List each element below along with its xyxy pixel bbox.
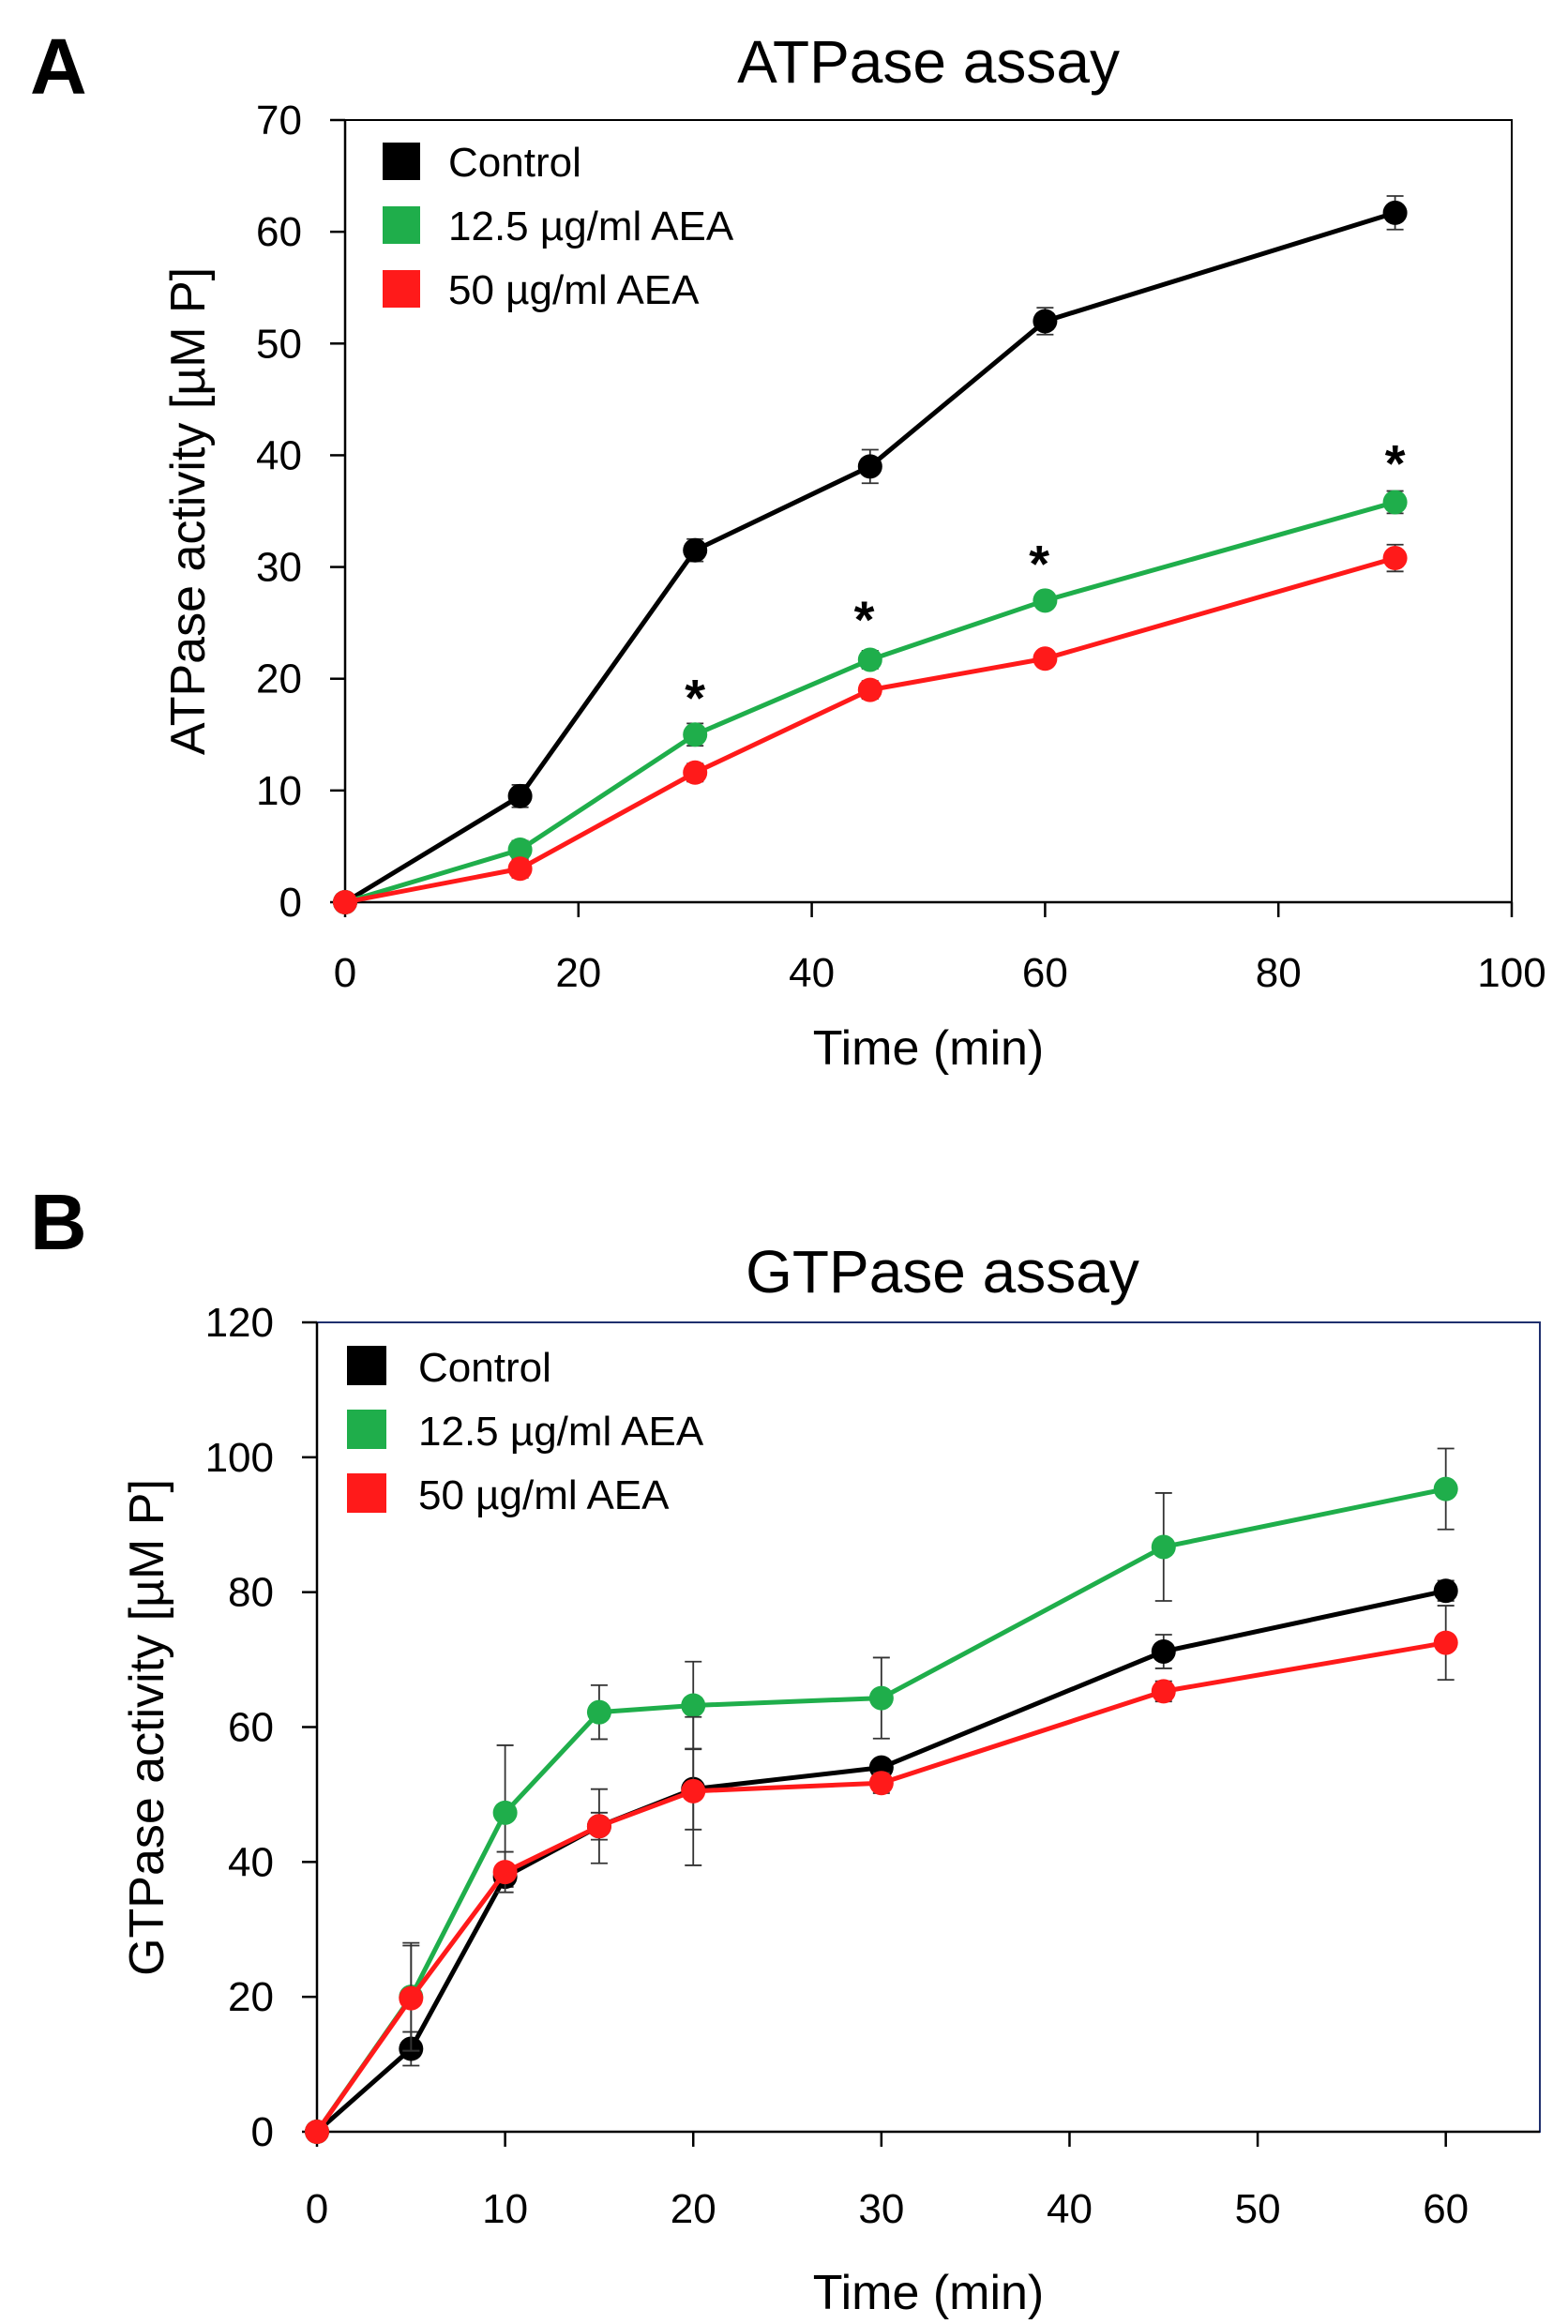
y-tick-label: 40 <box>256 432 302 478</box>
data-point <box>1151 1679 1176 1704</box>
data-point <box>305 2120 329 2144</box>
y-axis-label: GTPase activity [µM P] <box>120 1479 174 1976</box>
data-point <box>586 1699 611 1725</box>
data-point <box>1033 309 1058 334</box>
data-point <box>857 454 882 479</box>
legend-label: 12.5 µg/ml AEA <box>418 1409 704 1455</box>
legend-swatch <box>383 270 420 308</box>
data-point <box>399 1985 424 2011</box>
x-tick-label: 60 <box>1022 950 1068 996</box>
y-tick-label: 30 <box>256 545 302 591</box>
data-point <box>857 677 882 702</box>
series-line <box>344 500 1396 905</box>
x-tick-label: 40 <box>1047 2186 1093 2232</box>
y-tick-label: 60 <box>256 209 302 255</box>
data-point <box>1151 1638 1176 1664</box>
y-tick-label: 70 <box>256 98 302 143</box>
data-point <box>1433 1630 1458 1655</box>
y-tick-label: 80 <box>228 1570 274 1616</box>
series-2 <box>333 543 1408 914</box>
series-line <box>344 555 1396 905</box>
legend-label: 50 µg/ml AEA <box>418 1472 670 1518</box>
y-tick-label: 0 <box>251 2109 274 2155</box>
data-point <box>1382 490 1408 515</box>
significance-asterisk: * <box>685 669 705 728</box>
x-tick-label: 40 <box>789 950 835 996</box>
legend-swatch <box>383 206 420 244</box>
legend-swatch <box>347 1346 386 1385</box>
chart-title: ATPase assay <box>737 28 1120 96</box>
data-point <box>507 856 533 882</box>
y-tick-label: 60 <box>228 1705 274 1751</box>
y-tick-label: 50 <box>256 321 302 367</box>
legend: Control 12.5 µg/ml AEA 50 µg/ml AEA <box>383 140 734 313</box>
data-point <box>1033 588 1058 613</box>
legend-swatch <box>383 143 420 180</box>
legend-swatch <box>347 1410 386 1449</box>
data-point <box>586 1814 611 1839</box>
data-point <box>857 647 882 672</box>
data-point <box>1382 200 1408 225</box>
y-tick-label: 0 <box>279 880 302 926</box>
x-tick-label: 100 <box>1477 950 1545 996</box>
series-line <box>314 1486 1447 2134</box>
legend: Control 12.5 µg/ml AEA 50 µg/ml AEA <box>347 1345 704 1518</box>
legend-label: Control <box>448 140 581 186</box>
x-tick-label: 80 <box>1256 950 1302 996</box>
legend-swatch <box>347 1473 386 1513</box>
x-tick-label: 0 <box>306 2186 328 2232</box>
data-point <box>492 1860 518 1885</box>
x-tick-label: 60 <box>1423 2186 1469 2232</box>
data-point <box>868 1771 894 1796</box>
y-tick-label: 10 <box>256 768 302 814</box>
y-axis-label: ATPase activity [µM P] <box>161 267 216 755</box>
data-point <box>683 722 708 747</box>
x-axis-label: Time (min) <box>813 2266 1045 2320</box>
panel-label: A <box>30 23 87 111</box>
y-tick-label: 100 <box>205 1435 274 1481</box>
data-point <box>683 760 708 785</box>
y-tick-label: 120 <box>205 1300 274 1346</box>
series-line <box>314 1640 1447 2134</box>
significance-asterisk: * <box>1029 535 1049 594</box>
data-point <box>1382 546 1408 571</box>
data-point <box>681 1693 706 1718</box>
x-tick-label: 30 <box>858 2186 904 2232</box>
significance-asterisk: * <box>854 590 875 649</box>
chart-panel-b: B GTPase assay 0 20 40 60 80 100 120 0 10 20 30 40 50 6… <box>30 1178 1541 2320</box>
legend-label: 50 µg/ml AEA <box>448 267 700 313</box>
data-point <box>333 890 357 914</box>
data-point <box>868 1685 894 1711</box>
y-tick-label: 20 <box>256 656 302 702</box>
y-tick-label: 20 <box>228 1974 274 2020</box>
data-point <box>683 537 708 563</box>
data-point <box>681 1778 706 1803</box>
data-point <box>507 838 533 863</box>
significance-asterisk: * <box>1385 433 1406 492</box>
series-line <box>343 210 1396 905</box>
series-2 <box>305 1605 1458 2144</box>
chart-panel-a: A ATPase assay 0 10 20 30 40 50 60 70 0 20 40 60 80 100… <box>30 23 1546 1076</box>
data-point <box>492 1800 518 1825</box>
legend-label: 12.5 µg/ml AEA <box>448 204 734 249</box>
data-point <box>1151 1534 1176 1560</box>
x-tick-label: 20 <box>555 950 601 996</box>
data-point <box>507 783 533 808</box>
legend-label: Control <box>418 1345 551 1391</box>
data-point <box>1033 646 1058 672</box>
y-tick-label: 40 <box>228 1839 274 1885</box>
x-tick-label: 20 <box>671 2186 716 2232</box>
data-point <box>1433 1476 1458 1502</box>
x-tick-label: 10 <box>482 2186 528 2232</box>
x-axis-label: Time (min) <box>813 1021 1045 1076</box>
x-tick-label: 0 <box>334 950 356 996</box>
panel-label: B <box>30 1178 87 1266</box>
x-tick-label: 50 <box>1235 2186 1281 2232</box>
chart-title: GTPase assay <box>746 1238 1139 1305</box>
data-point <box>1433 1578 1458 1604</box>
